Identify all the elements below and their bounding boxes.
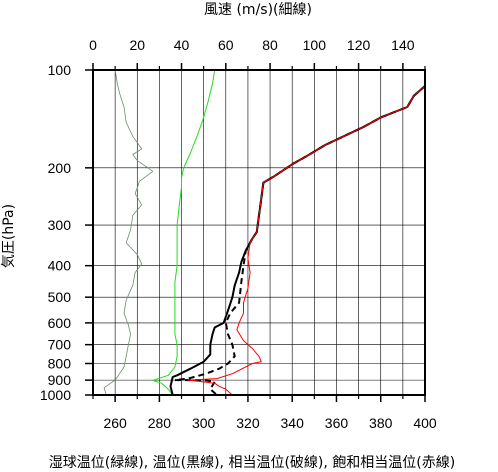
- y-tick-label: 300: [48, 217, 72, 233]
- x-bottom-tick-label: 280: [148, 415, 172, 431]
- x-top-tick-label: 80: [262, 37, 278, 53]
- x-top-tick-label: 40: [174, 37, 190, 53]
- x-top-tick-label: 100: [303, 37, 327, 53]
- x-top-tick-label: 60: [218, 37, 234, 53]
- y-tick-label: 800: [48, 356, 72, 372]
- y-tick-label: 900: [48, 372, 72, 388]
- y-tick-label: 500: [48, 289, 72, 305]
- y-tick-label: 700: [48, 337, 72, 353]
- top-axis-title: 風速 (m/s)(細線): [204, 2, 312, 18]
- x-bottom-tick-label: 300: [192, 415, 216, 431]
- y-tick-label: 600: [48, 315, 72, 331]
- y-tick-label: 1000: [40, 387, 71, 403]
- y-axis-title: 気圧(hPa): [1, 204, 17, 268]
- x-bottom-tick-label: 320: [236, 415, 260, 431]
- plot-frame: [92, 69, 426, 396]
- bottom-axis-title: 湿球温位(緑線), 温位(黒線), 相当温位(破線), 飽和相当温位(赤線): [49, 454, 455, 471]
- y-tick-label: 100: [48, 62, 72, 78]
- series-line-wet-bulb-potential-temperature: [152, 70, 216, 395]
- x-bottom-tick-label: 400: [413, 415, 437, 431]
- series-group: [103, 70, 425, 395]
- series-line-wind-speed: [103, 70, 154, 395]
- x-bottom-tick-label: 360: [325, 415, 349, 431]
- y-tick-label: 200: [48, 160, 72, 176]
- x-top-tick-label: 20: [129, 37, 145, 53]
- x-top-tick-label: 120: [347, 37, 371, 53]
- ticks: [85, 63, 426, 402]
- x-bottom-tick-label: 340: [281, 415, 305, 431]
- x-top-tick-label: 140: [391, 37, 415, 53]
- x-bottom-tick-label: 380: [369, 415, 393, 431]
- series-line-saturated-equivalent-potential-temperature: [187, 85, 425, 395]
- x-bottom-tick-label: 260: [103, 415, 127, 431]
- y-tick-label: 400: [48, 258, 72, 274]
- x-top-tick-label: 0: [89, 37, 97, 53]
